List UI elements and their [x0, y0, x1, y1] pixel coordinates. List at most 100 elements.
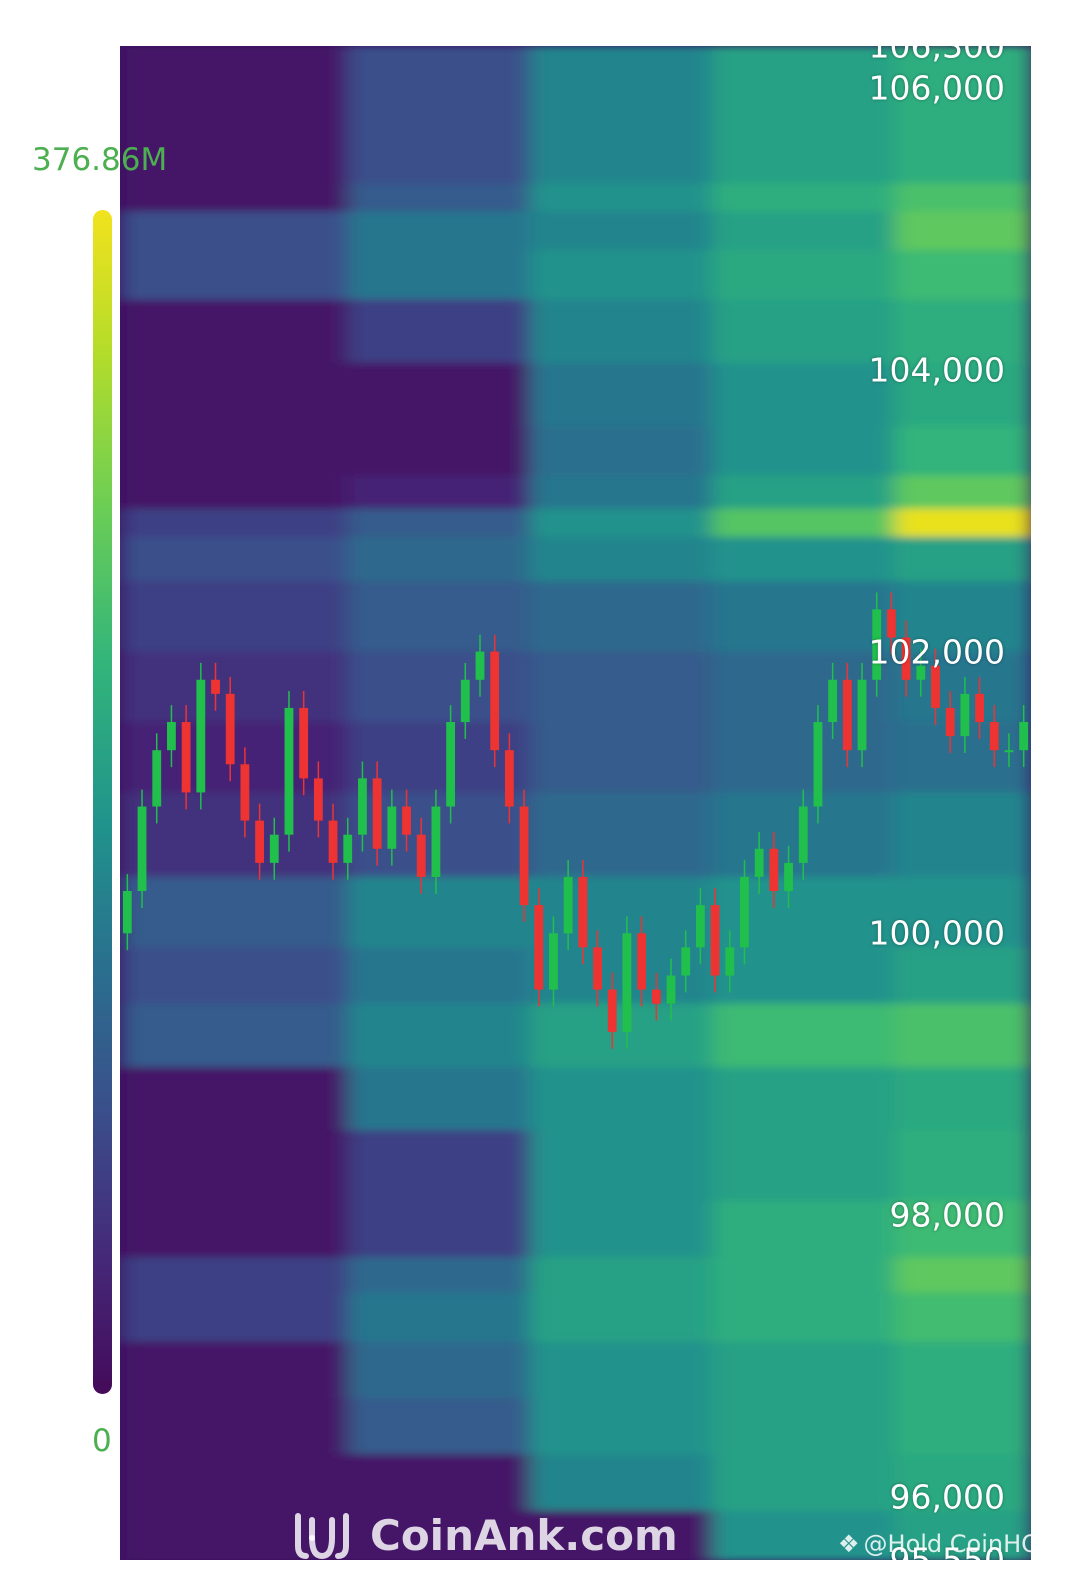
heat-cell [712, 211, 897, 252]
candle-body [475, 651, 485, 680]
heat-cell [529, 1454, 715, 1512]
heat-cell [120, 792, 350, 878]
heat-cell [712, 1257, 897, 1294]
heat-cell [347, 426, 532, 477]
heat-cell [529, 183, 715, 213]
heat-cell [120, 183, 350, 213]
heat-cell [712, 299, 897, 364]
heat-cell [347, 1341, 532, 1400]
heatmap-canvas [120, 46, 1031, 1560]
heat-cell [120, 1130, 350, 1202]
heat-cell [712, 1003, 897, 1069]
heat-cell [894, 536, 1031, 583]
heat-cell [529, 722, 715, 794]
heat-cell [120, 46, 350, 185]
heat-cell [529, 250, 715, 301]
heat-cell [712, 876, 897, 949]
heat-cell [529, 211, 715, 252]
heat-cell [894, 947, 1031, 1005]
heat-cell [712, 250, 897, 301]
watermark-text: CoinAnk.com [370, 1510, 678, 1560]
candle-group [122, 592, 1029, 1049]
heat-cell [347, 183, 532, 213]
heat-cell [347, 1257, 532, 1294]
candle-body [313, 778, 323, 821]
candle-body [872, 609, 882, 680]
binance-diamond-icon: ❖ [838, 1530, 860, 1558]
heat-cell [120, 299, 350, 364]
heat-cell [120, 1454, 350, 1512]
heat-cell [529, 1200, 715, 1259]
heat-cell [712, 1067, 897, 1132]
heat-cell [347, 1454, 532, 1512]
candle-body [181, 722, 191, 793]
candle-body [563, 876, 573, 934]
heat-cell [120, 1003, 350, 1069]
heat-cell [347, 1130, 532, 1202]
candle-body [284, 707, 294, 835]
author-credit: ❖ @Hold CoinHQ93 [838, 1530, 1071, 1558]
heat-cell [894, 508, 1031, 538]
heat-cell [120, 1341, 350, 1400]
candle-body [842, 679, 852, 751]
heat-cell [712, 426, 897, 477]
candle-body [122, 891, 132, 934]
coinank-watermark: CoinAnk.com [292, 1508, 678, 1560]
candle-body [651, 989, 661, 1004]
candle-body [975, 693, 984, 723]
heat-cell [347, 211, 532, 252]
heat-cell [120, 536, 350, 583]
heat-cell [894, 1510, 1031, 1560]
heat-cell [894, 581, 1031, 653]
heat-cell [120, 1257, 350, 1294]
heat-cell [120, 250, 350, 301]
candle-body [196, 679, 206, 793]
heat-cell [347, 581, 532, 653]
coinank-logo-icon [295, 1513, 349, 1560]
candle-body [328, 820, 338, 863]
heat-cell [712, 1200, 897, 1259]
candle-body [240, 764, 250, 821]
heat-cell [120, 651, 350, 724]
heat-cell [894, 1003, 1031, 1069]
heat-cell [894, 792, 1031, 878]
colorbar-gradient [93, 210, 112, 1394]
candle-body [225, 693, 235, 765]
heat-cell [529, 362, 715, 428]
colorbar-min-label: 0 [92, 1423, 112, 1459]
heat-cell [894, 362, 1031, 428]
heat-cell [712, 1398, 897, 1456]
heat-cell [712, 1130, 897, 1202]
heat-cell [894, 211, 1031, 252]
heat-cell [529, 1398, 715, 1456]
heat-cell [529, 1130, 715, 1202]
heat-cell [347, 362, 532, 428]
heat-cell [894, 1292, 1031, 1343]
heat-cell [120, 1200, 350, 1259]
candle-body [931, 665, 940, 708]
heat-cell [712, 1341, 897, 1400]
candle-body [637, 933, 647, 990]
heat-cell [347, 1003, 532, 1069]
candle-body [416, 834, 426, 877]
heat-cell [347, 1510, 532, 1560]
heat-cell [529, 1292, 715, 1343]
candle-body [681, 947, 691, 976]
heat-cell [347, 299, 532, 364]
heat-cell [120, 508, 350, 538]
heat-cell [120, 876, 350, 949]
heat-cell [894, 250, 1031, 301]
heat-cell [529, 426, 715, 477]
heat-cell [529, 792, 715, 878]
heat-cell [529, 508, 715, 538]
heat-cell [712, 1510, 897, 1560]
colorbar-max-label: 376.86M [32, 142, 168, 178]
heat-cell [347, 1067, 532, 1132]
candle-body [446, 722, 456, 807]
heat-cell [894, 426, 1031, 477]
candle-body [916, 665, 926, 680]
heat-cell [712, 183, 897, 213]
heat-cell [529, 1003, 715, 1069]
candle-body [725, 947, 735, 976]
heat-cell [120, 947, 350, 1005]
